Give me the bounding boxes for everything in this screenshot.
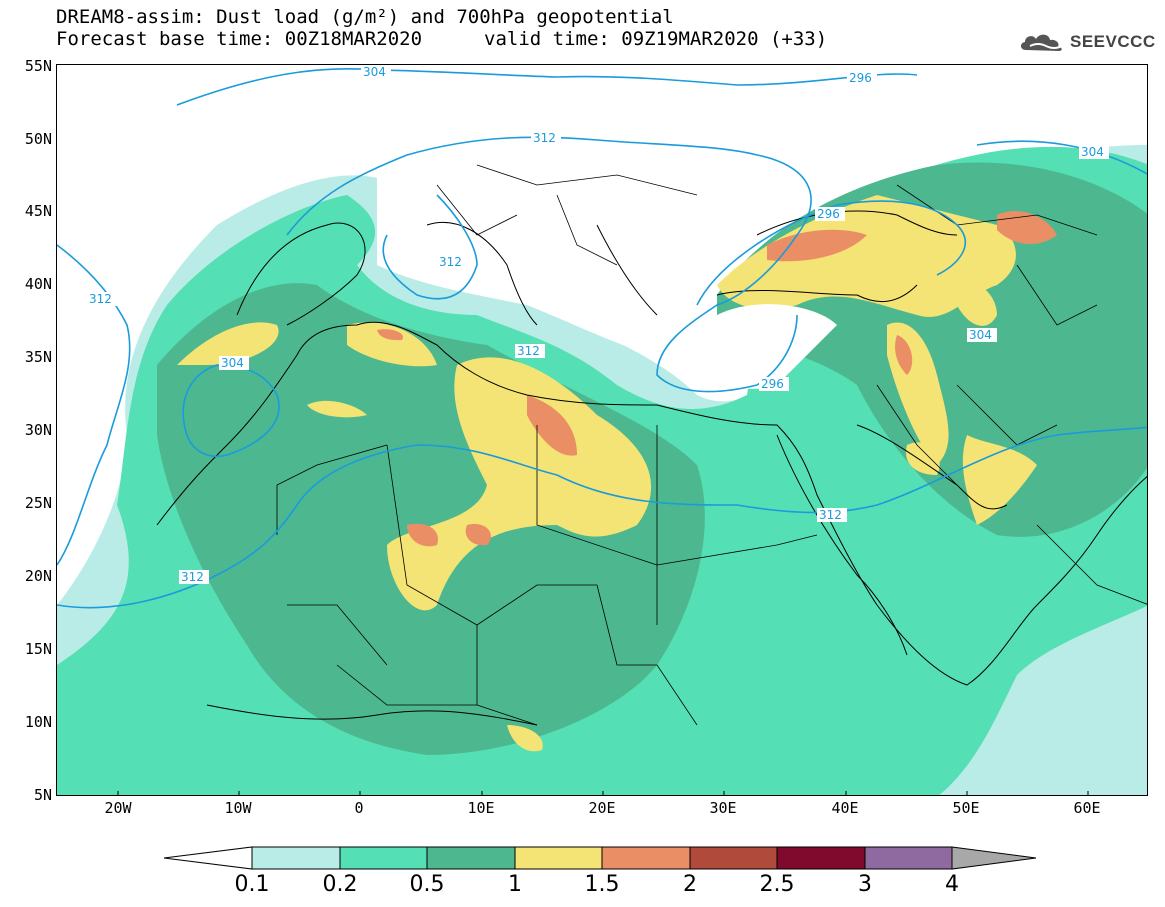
colorbar-label: 0.2	[322, 872, 358, 897]
lat-label: 15N	[24, 640, 52, 658]
colorbar-label: 0.1	[234, 872, 270, 897]
lon-label: 40E	[831, 799, 859, 817]
seevccc-logo: SEEVCCC	[1018, 28, 1156, 56]
contour-label: 312	[517, 344, 540, 358]
lon-label: 20W	[104, 799, 132, 817]
lat-label: 10N	[24, 713, 52, 731]
contour-label: 304	[1081, 145, 1104, 159]
colorbar-bin	[339, 846, 428, 870]
geopotential-contours	[57, 68, 1147, 609]
lon-label: 10W	[224, 799, 252, 817]
colorbar-bin	[426, 846, 516, 870]
colorbar-bin	[689, 846, 778, 870]
dust-region-orange	[377, 211, 1057, 547]
colorbar-bin	[251, 846, 341, 870]
contour-label: 312	[533, 131, 556, 145]
contour-label: 296	[761, 377, 784, 391]
colorbar-bin	[514, 846, 603, 870]
contour-labels: 304 296 312 304 296 312 304 304 312 312 …	[87, 65, 1109, 584]
contour-label: 312	[181, 570, 204, 584]
lon-label: 30E	[709, 799, 737, 817]
colorbar	[163, 846, 1037, 870]
colorbar-label: 4	[945, 872, 959, 897]
dust-region-yellow	[177, 195, 1037, 752]
lon-label: 0	[354, 799, 364, 817]
contour-label: 296	[849, 71, 872, 85]
contour-label: 312	[819, 508, 842, 522]
lat-label: 20N	[24, 567, 52, 585]
map-panel: 304 296 312 304 296 312 304 304 312 312 …	[56, 64, 1148, 796]
valid-time: valid time: 09Z19MAR2020 (+33)	[484, 28, 828, 50]
contour-label: 304	[221, 356, 244, 370]
colorbar-label: 2	[683, 872, 697, 897]
lon-label: 10E	[467, 799, 495, 817]
lat-label: 40N	[24, 275, 52, 293]
contour-label: 312	[89, 292, 112, 306]
colorbar-label: 1.5	[584, 872, 620, 897]
colorbar-label: 0.5	[409, 872, 445, 897]
dust-load-map: 304 296 312 304 296 312 304 304 312 312 …	[57, 65, 1147, 795]
contour-label: 312	[439, 255, 462, 269]
lat-label: 30N	[24, 421, 52, 439]
lon-label: 50E	[952, 799, 980, 817]
colorbar-label: 1	[508, 872, 522, 897]
lat-label: 5N	[33, 786, 52, 804]
colorbar-over-arrow	[951, 846, 1037, 870]
contour-label: 304	[363, 65, 386, 79]
forecast-base-time: Forecast base time: 00Z18MAR2020	[56, 28, 423, 50]
colorbar-label: 2.5	[759, 872, 795, 897]
clean-air-north	[57, 65, 1147, 305]
colorbar-bin	[601, 846, 691, 870]
coastlines	[156, 210, 1147, 726]
contour-label: 304	[969, 328, 992, 342]
axis-ticks	[117, 791, 1089, 795]
cloud-logo-icon	[1020, 34, 1063, 51]
clean-air-mediterranean	[377, 65, 837, 389]
lat-label: 25N	[24, 494, 52, 512]
colorbar-bin	[864, 846, 953, 870]
lat-label: 55N	[24, 57, 52, 75]
contour-label: 296	[817, 207, 840, 221]
lat-label: 45N	[24, 202, 52, 220]
colorbar-bin	[776, 846, 866, 870]
map-title: DREAM8-assim: Dust load (g/m²) and 700hP…	[56, 6, 674, 28]
lat-label: 50N	[24, 130, 52, 148]
lon-label: 60E	[1073, 799, 1101, 817]
colorbar-label: 3	[858, 872, 872, 897]
colorbar-under-arrow	[163, 846, 253, 870]
logo-text: SEEVCCC	[1070, 32, 1156, 51]
lat-label: 35N	[24, 348, 52, 366]
lon-label: 20E	[588, 799, 616, 817]
